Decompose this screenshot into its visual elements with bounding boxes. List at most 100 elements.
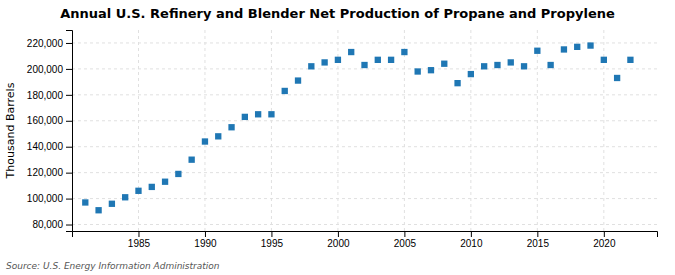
x-tick-mark [271,231,272,237]
point [388,57,394,63]
x-tick: 2000 [327,231,350,249]
point [375,57,381,63]
x-tick: 1990 [194,231,217,249]
point [135,188,141,194]
point [202,138,208,144]
x-tick: 2015 [527,231,550,249]
y-tick: 200,000 [27,64,72,75]
y-tick-mark [66,199,72,200]
x-tick: 2010 [460,231,483,249]
point [282,88,288,94]
x-axis: 19851990199520002005201020152020 [73,231,658,249]
point [82,199,88,205]
point [109,201,115,207]
point [547,62,553,68]
grid-line [72,172,657,173]
x-tick-mark [604,231,605,237]
point [255,111,261,117]
y-axis-line [66,31,73,232]
y-tick: 80,000 [32,219,72,230]
chart: 1985199019952000200520102015202080,00010… [0,0,675,275]
y-tick-label: 180,000 [27,90,64,101]
point [587,42,593,48]
grid-line [404,30,405,231]
point [175,171,181,177]
grid-line [204,30,205,231]
point [149,184,155,190]
point [534,48,540,54]
point [122,194,128,200]
y-tick-label: 140,000 [27,141,64,152]
y-tick-mark [66,95,72,96]
point [188,157,194,163]
grid-line [72,120,657,121]
y-tick-label: 160,000 [27,115,64,126]
grid-line [72,198,657,199]
grid-line [72,68,657,69]
point [95,207,101,213]
x-tick-mark [205,231,206,237]
y-axis-title: Thousand Barrels [4,82,17,179]
annotation: Source: U.S. Energy Information Administ… [6,261,220,271]
grid-line [72,146,657,147]
x-tick: 1995 [261,231,284,249]
grid-line [470,30,471,231]
point [361,62,367,68]
x-tick: 1985 [128,231,151,249]
grid-line [72,224,657,225]
x-tick-label: 2000 [327,238,350,249]
point [215,133,221,139]
point [521,63,527,69]
point [481,63,487,69]
x-tick-label: 1985 [128,238,151,249]
y-tick: 160,000 [27,115,72,126]
y-tick-label: 120,000 [27,167,64,178]
y-tick-mark [66,69,72,70]
title: Annual U.S. Refinery and Blender Net Pro… [60,6,615,21]
y-tick-label: 80,000 [32,219,63,230]
point [295,77,301,83]
x-tick-label: 2010 [460,238,483,249]
point [494,62,500,68]
point [335,57,341,63]
grid-line [72,42,657,43]
x-tick-label: 1990 [194,238,217,249]
point [348,49,354,55]
point [415,68,421,74]
grid-line [138,30,139,231]
point [162,179,168,185]
y-tick-label: 220,000 [27,38,64,49]
point [454,80,460,86]
y-tick: 180,000 [27,90,72,101]
y-axis: 80,000 100,000 120,000 140,000 160,000 180,00… [27,31,73,232]
y-tick: 220,000 [27,38,72,49]
x-axis-line [73,232,658,238]
x-tick-mark [471,231,472,237]
points [82,42,633,213]
y-tick-mark [66,173,72,174]
point [242,114,248,120]
y-tick-mark [66,121,72,122]
point [228,124,234,130]
y-tick: 140,000 [27,141,72,152]
plot-area: 1985199019952000200520102015202080,00010… [27,30,658,249]
grid-line [537,30,538,231]
y-tick-label: 200,000 [27,64,64,75]
x-tick-label: 2015 [527,238,550,249]
point [574,44,580,50]
point [601,57,607,63]
point [627,57,633,63]
y-tick-mark [66,43,72,44]
x-tick-mark [537,231,538,237]
x-tick-mark [338,231,339,237]
point [321,59,327,65]
x-tick: 2020 [593,231,616,249]
point [468,71,474,77]
grid [72,30,657,231]
point [308,63,314,69]
point [508,59,514,65]
y-tick-mark [66,147,72,148]
y-tick: 100,000 [27,193,72,204]
point [614,75,620,81]
x-tick-label: 2020 [593,238,616,249]
